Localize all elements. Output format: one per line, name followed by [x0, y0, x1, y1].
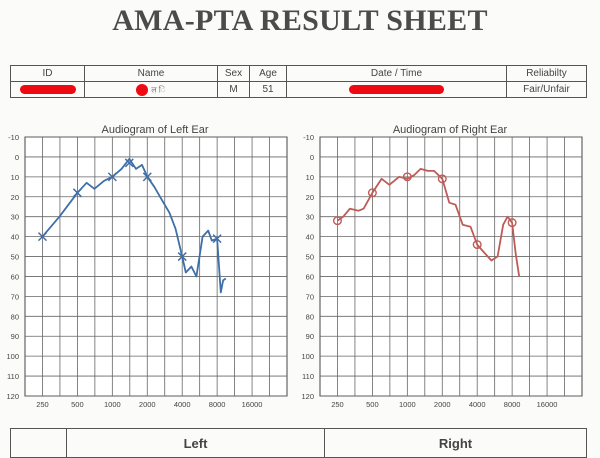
- left-x-tick-label: 2000: [139, 400, 156, 409]
- info-value-row: ल ि M 51 Fair/Unfair: [10, 81, 587, 98]
- left-y-tick-label: 50: [11, 253, 19, 262]
- left-x-tick-label: 16000: [242, 400, 263, 409]
- date-time-value: [286, 81, 507, 98]
- summary-right-header: Right: [324, 428, 587, 458]
- left-y-tick-label: -10: [8, 133, 19, 142]
- right-x-tick-label: 4000: [469, 400, 486, 409]
- right-y-tick-label: -10: [303, 133, 314, 142]
- left-y-tick-label: 0: [15, 153, 19, 162]
- left-y-tick-label: 20: [11, 193, 19, 202]
- left-x-marker: [212, 234, 222, 244]
- right-x-tick-label: 8000: [504, 400, 521, 409]
- right-o-marker: [507, 218, 517, 228]
- left-x-marker: [72, 188, 82, 198]
- date-redaction: [349, 84, 444, 94]
- left-threshold-line: [41, 157, 227, 294]
- right-x-tick-label: 250: [331, 400, 344, 409]
- age-value: 51: [249, 81, 287, 98]
- reliability-value: Fair/Unfair: [506, 81, 587, 98]
- right-x-tick-label: 1000: [399, 400, 416, 409]
- right-y-tick-label: 80: [306, 312, 314, 321]
- left-y-tick-label: 110: [7, 372, 19, 381]
- left-y-tick-label: 70: [11, 292, 19, 301]
- right-y-tick-label: 100: [301, 352, 314, 361]
- right-y-tick-label: 110: [302, 372, 314, 381]
- right-o-marker: [332, 216, 342, 226]
- patient-info-table: ID Name Sex Age Date / Time Reliabilty ल…: [10, 65, 587, 98]
- left-x-tick-label: 4000: [174, 400, 191, 409]
- right-y-tick-label: 20: [306, 193, 314, 202]
- right-x-tick-label: 500: [366, 400, 379, 409]
- name-redaction: [136, 83, 149, 96]
- left-x-tick-label: 250: [36, 400, 49, 409]
- summary-left-header: Left: [66, 428, 325, 458]
- right-y-tick-label: 50: [306, 253, 314, 262]
- right-ear-audiogram: -10 0 10 20 30 40 50 60 70 80 90 100 110 120 250 500 100…: [301, 133, 583, 409]
- left-y-tick-label: 100: [6, 352, 19, 361]
- summary-blank-cell: [10, 428, 67, 458]
- right-plot-frame: [319, 136, 583, 397]
- right-o-marker: [402, 172, 412, 182]
- left-x-marker: [177, 252, 187, 262]
- left-y-tick-label: 40: [11, 233, 19, 242]
- right-y-tick-label: 70: [306, 292, 314, 301]
- name-value: ल ि: [84, 81, 218, 98]
- left-x-marker: [124, 158, 134, 168]
- left-x-marker: [37, 232, 47, 242]
- left-y-tick-label: 60: [11, 272, 19, 281]
- right-o-marker: [472, 240, 482, 250]
- id-redaction: [19, 84, 76, 94]
- right-y-tick-label: 120: [301, 392, 314, 401]
- left-y-tick-label: 120: [6, 392, 19, 401]
- right-x-tick-label: 2000: [434, 400, 451, 409]
- right-o-marker: [437, 174, 447, 184]
- left-x-marker: [107, 172, 117, 182]
- name-text: ल ि: [151, 85, 166, 95]
- right-y-tick-label: 10: [306, 173, 314, 182]
- sheet-title: AMA-PTA RESULT SHEET: [112, 4, 488, 37]
- right-y-tick-label: 30: [306, 213, 314, 222]
- left-x-tick-label: 500: [71, 400, 84, 409]
- right-chart-title: Audiogram of Right Ear: [392, 124, 508, 136]
- left-y-tick-label: 30: [11, 213, 19, 222]
- left-x-tick-label: 8000: [209, 400, 226, 409]
- left-ear-audiogram: -10 0 10 20 30 40 50 60 70 80 90 100 110 120 250 500 100…: [6, 133, 288, 409]
- results-summary-table: Left Right: [10, 428, 587, 458]
- right-o-marker: [367, 188, 377, 198]
- id-value: [10, 81, 85, 98]
- right-x-tick-label: 16000: [537, 400, 558, 409]
- left-y-tick-label: 90: [11, 332, 19, 341]
- left-x-marker: [142, 172, 152, 182]
- right-threshold-line: [336, 167, 521, 277]
- left-chart-title: Audiogram of Left Ear: [101, 124, 209, 136]
- sex-value: M: [217, 81, 250, 98]
- right-y-tick-label: 40: [306, 233, 314, 242]
- left-y-tick-label: 80: [11, 312, 19, 321]
- right-y-tick-label: 0: [310, 153, 314, 162]
- left-y-tick-label: 10: [11, 173, 19, 182]
- right-y-tick-label: 60: [306, 272, 314, 281]
- left-x-tick-label: 1000: [104, 400, 121, 409]
- right-y-tick-label: 90: [306, 332, 314, 341]
